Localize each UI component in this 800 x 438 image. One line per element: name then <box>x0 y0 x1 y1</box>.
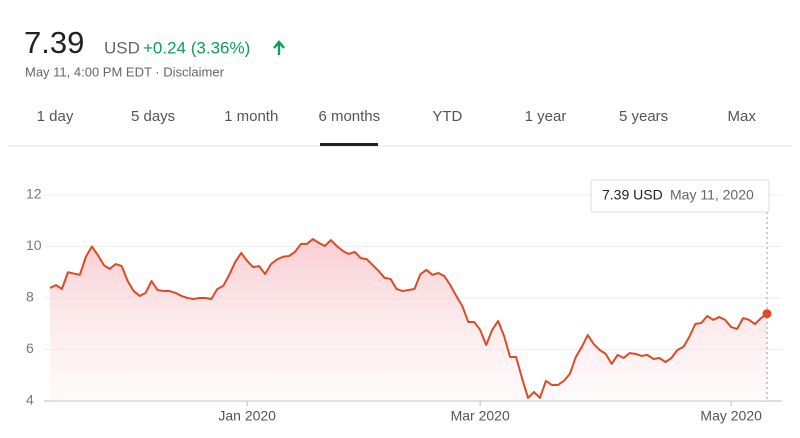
y-tick-label: 12 <box>26 186 42 202</box>
tooltip-box <box>590 179 770 213</box>
plot: 4 6 8 10 12 Jan 2020 Mar 2020 May 2020 <box>26 186 782 424</box>
end-point <box>762 309 772 319</box>
tab[interactable]: 5 days <box>131 108 175 125</box>
y-tick-label: 4 <box>26 392 34 408</box>
tooltip-date: May 11, 2020 <box>670 187 754 203</box>
price: 7.39 <box>24 25 84 60</box>
y-tick-label: 10 <box>26 237 42 253</box>
tab[interactable]: 1 month <box>224 108 278 125</box>
tab[interactable]: 1 day <box>37 108 74 125</box>
x-tick-label: Mar 2020 <box>451 408 510 424</box>
tab[interactable]: YTD <box>432 108 462 125</box>
y-tick-label: 6 <box>26 340 34 356</box>
tab-bar: 1 day 5 days 1 month 6 months YTD 1 year 5 yea… <box>37 108 757 125</box>
timestamp[interactable]: May 11, 4:00 PM EDT · Disclaimer <box>25 64 225 79</box>
tab[interactable]: Max <box>728 108 757 125</box>
x-tick-label: May 2020 <box>700 408 762 424</box>
line <box>49 238 768 399</box>
tab[interactable]: 1 year <box>525 108 567 125</box>
up-arrow <box>273 40 285 55</box>
tab[interactable]: 5 years <box>619 108 668 125</box>
price-change: +0.24 (3.36%) <box>143 38 250 57</box>
area <box>50 239 767 401</box>
x-tick-label: Jan 2020 <box>218 408 276 424</box>
tooltip-value: 7.39 USD <box>602 187 663 203</box>
tab-underline <box>320 143 378 146</box>
tab[interactable]: 6 months <box>318 108 380 125</box>
y-tick-label: 8 <box>26 289 34 305</box>
currency: USD <box>104 38 140 57</box>
